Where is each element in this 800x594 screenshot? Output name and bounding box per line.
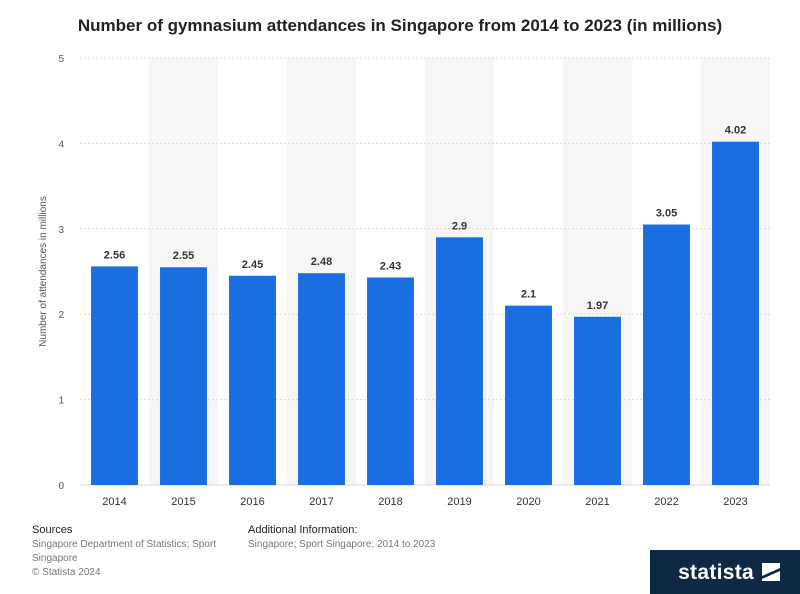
chart-title: Number of gymnasium attendances in Singa…	[77, 16, 723, 35]
bar	[505, 305, 552, 485]
x-tick-label: 2020	[516, 496, 540, 508]
copyright: © Statista 2024	[32, 567, 101, 578]
x-tick-label: 2014	[102, 496, 126, 508]
statista-brand[interactable]: statista	[650, 550, 800, 594]
y-tick-label: 0	[58, 481, 64, 492]
additional-heading: Additional Information:	[248, 524, 358, 536]
x-tick-label: 2018	[378, 496, 402, 508]
bar-chart: 0 1 2 3 4 5 Number of attendances in millions 2…	[38, 54, 770, 508]
sources-heading: Sources	[32, 524, 73, 536]
data-label: 1.97	[587, 300, 608, 312]
bar	[712, 141, 759, 485]
y-tick-label: 1	[58, 396, 64, 407]
data-label: 4.02	[725, 125, 746, 137]
x-tick-label: 2017	[309, 496, 333, 508]
statista-logo-icon	[762, 563, 780, 581]
y-axis-title: Number of attendances in millions	[38, 196, 49, 347]
x-tick-label: 2015	[171, 496, 195, 508]
bar	[298, 273, 345, 485]
additional-info-block: Additional Information: Singapore; Sport…	[248, 524, 508, 552]
sources-block: Sources Singapore Department of Statisti…	[32, 524, 232, 580]
data-label: 2.1	[521, 289, 536, 301]
data-label: 2.9	[452, 220, 467, 232]
x-tick-label: 2022	[654, 496, 678, 508]
x-tick-label: 2023	[723, 496, 747, 508]
brand-name: statista	[678, 561, 754, 584]
bar	[574, 316, 621, 485]
bar	[229, 275, 276, 485]
bar	[643, 224, 690, 485]
data-label: 3.05	[656, 208, 677, 220]
additional-text: Singapore; Sport Singapore; 2014 to 2023	[248, 539, 436, 550]
sources-text-line2: Singapore	[32, 553, 78, 564]
bar	[436, 237, 483, 485]
y-tick-label: 5	[58, 54, 64, 65]
sources-text-line1: Singapore Department of Statistics; Spor…	[32, 539, 216, 550]
y-tick-label: 2	[58, 310, 64, 321]
data-label: 2.48	[311, 256, 332, 268]
x-tick-label: 2021	[585, 496, 609, 508]
data-label: 2.45	[242, 259, 263, 271]
x-tick-label: 2019	[447, 496, 471, 508]
bar	[160, 267, 207, 485]
y-tick-label: 4	[58, 139, 64, 150]
bar	[367, 277, 414, 485]
data-label: 2.56	[104, 249, 125, 261]
bar	[91, 266, 138, 485]
y-tick-label: 3	[58, 225, 64, 236]
data-label: 2.55	[173, 250, 194, 262]
x-tick-label: 2016	[240, 496, 264, 508]
data-label: 2.43	[380, 260, 401, 272]
